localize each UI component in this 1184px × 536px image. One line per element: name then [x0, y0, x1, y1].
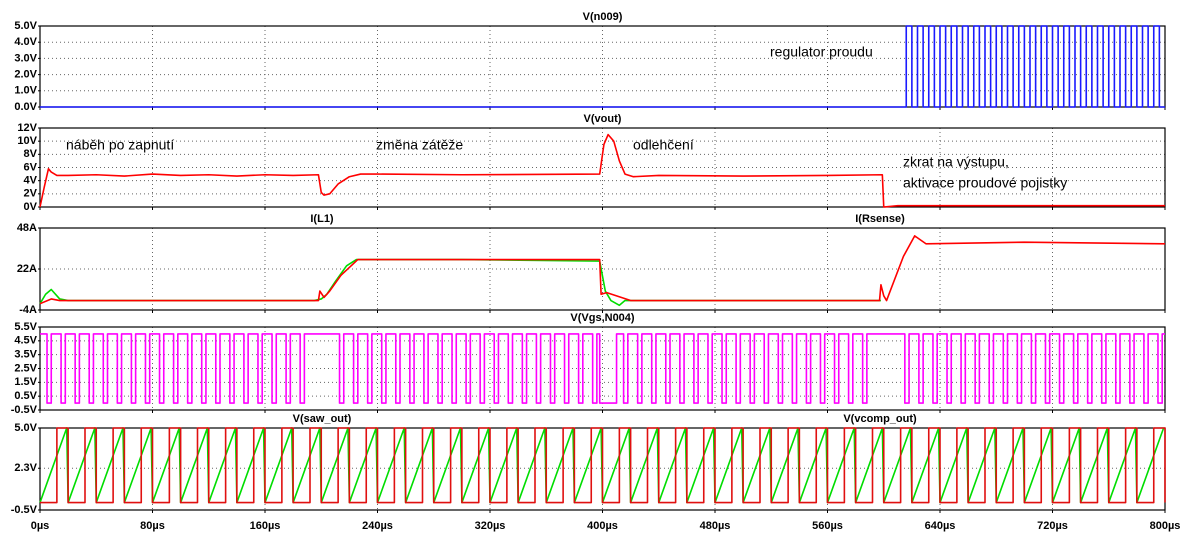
y-tick-label: 1.5V: [14, 376, 37, 388]
plot-frame: [39, 127, 1166, 208]
y-tick-label: 10V: [17, 135, 37, 147]
annotation: náběh po zapnutí: [66, 137, 174, 153]
x-tick-label: 480µs: [700, 520, 731, 532]
y-tick-label: 0.5V: [14, 390, 37, 402]
legend-label: V(n009): [583, 11, 623, 23]
y-tick-label: 1.0V: [14, 85, 37, 97]
y-tick-label: 4.5V: [14, 335, 37, 347]
legend-label: V(vout): [584, 113, 622, 125]
y-tick-label: -4A: [19, 304, 37, 316]
y-tick-label: -0.5V: [11, 504, 38, 516]
annotation: změna zátěže: [376, 137, 463, 153]
legend-label: V(saw_out): [293, 413, 352, 425]
x-tick-label: 160µs: [250, 520, 281, 532]
annotation: zkrat na výstupu,: [903, 154, 1009, 170]
plot-frame: [39, 227, 1166, 311]
legend-label: I(Rsense): [855, 213, 905, 225]
y-tick-label: 2.5V: [14, 362, 37, 374]
x-tick-label: 720µs: [1037, 520, 1068, 532]
y-tick-label: 0V: [24, 201, 38, 213]
trace: [39, 133, 1165, 208]
trace: [40, 333, 1165, 404]
y-tick-label: 48A: [17, 222, 37, 234]
annotation: odlehčení: [633, 137, 694, 153]
trace: [40, 427, 1166, 504]
annotation: regulator proudu: [770, 44, 873, 60]
x-tick-label: 240µs: [362, 520, 393, 532]
y-tick-label: 2V: [24, 188, 38, 200]
x-tick-label: 0µs: [31, 520, 50, 532]
y-tick-label: -0.5V: [11, 404, 38, 416]
y-tick-label: 5.0V: [14, 422, 37, 434]
y-tick-label: 2.3V: [14, 462, 37, 474]
trace: [39, 235, 1166, 305]
y-tick-label: 8V: [24, 148, 38, 160]
trace: [39, 258, 881, 307]
y-tick-label: 5.5V: [14, 321, 37, 333]
y-tick-label: 22A: [17, 263, 37, 275]
annotation: aktivace proudové pojistky: [903, 175, 1067, 191]
y-tick-label: 4.0V: [14, 36, 37, 48]
y-tick-label: 4V: [24, 175, 38, 187]
x-tick-label: 400µs: [587, 520, 618, 532]
x-tick-label: 320µs: [475, 520, 506, 532]
legend-label: V(vcomp_out): [843, 413, 917, 425]
x-tick-label: 640µs: [925, 520, 956, 532]
x-tick-label: 80µs: [140, 520, 165, 532]
legend-label: V(Vgs,N004): [570, 312, 635, 324]
legend-label: I(L1): [310, 213, 334, 225]
x-tick-label: 800µs: [1150, 520, 1181, 532]
y-tick-label: 5.0V: [14, 20, 37, 32]
y-tick-label: 6V: [24, 161, 38, 173]
y-tick-label: 12V: [17, 122, 37, 134]
y-tick-label: 0.0V: [14, 101, 37, 113]
y-tick-label: 3.0V: [14, 52, 37, 64]
plot-frame: [39, 326, 1166, 411]
y-tick-label: 2.0V: [14, 69, 37, 81]
trace: [40, 25, 1165, 108]
x-tick-label: 560µs: [812, 520, 843, 532]
y-tick-label: 3.5V: [14, 349, 37, 361]
